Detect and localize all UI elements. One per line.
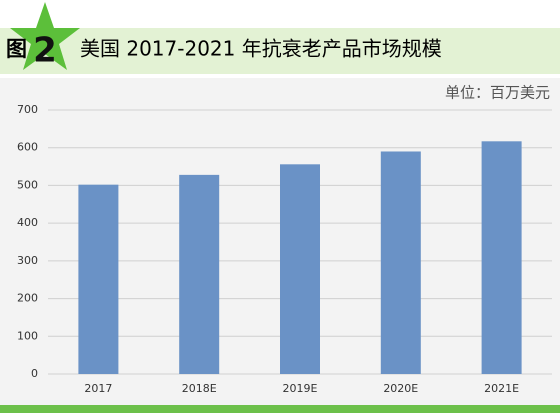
y-tick-label: 700	[17, 103, 38, 116]
bar	[280, 164, 320, 374]
y-tick-label: 500	[17, 178, 38, 191]
y-tick-label: 600	[17, 141, 38, 154]
x-tick-label: 2020E	[383, 382, 418, 395]
bar	[481, 141, 522, 374]
x-tick-label: 2021E	[484, 382, 519, 395]
bar	[380, 151, 421, 374]
bar	[78, 184, 119, 374]
unit-label: 单位：百万美元	[445, 84, 550, 102]
x-tick-label: 2018E	[182, 382, 217, 395]
bottom-rule	[0, 405, 560, 413]
chart-title: 美国 2017-2021 年抗衰老产品市场规模	[80, 37, 442, 61]
title-band	[0, 28, 560, 74]
figure-number: 2	[33, 31, 57, 71]
y-tick-label: 200	[17, 292, 38, 305]
bar	[179, 174, 220, 374]
x-tick-label: 2017	[84, 382, 112, 395]
x-tick-label: 2019E	[283, 382, 318, 395]
y-tick-label: 100	[17, 329, 38, 342]
star-icon	[10, 2, 80, 70]
figure-prefix: 图	[6, 37, 27, 61]
y-tick-label: 400	[17, 216, 38, 229]
y-tick-label: 0	[31, 367, 38, 380]
y-tick-label: 300	[17, 254, 38, 267]
